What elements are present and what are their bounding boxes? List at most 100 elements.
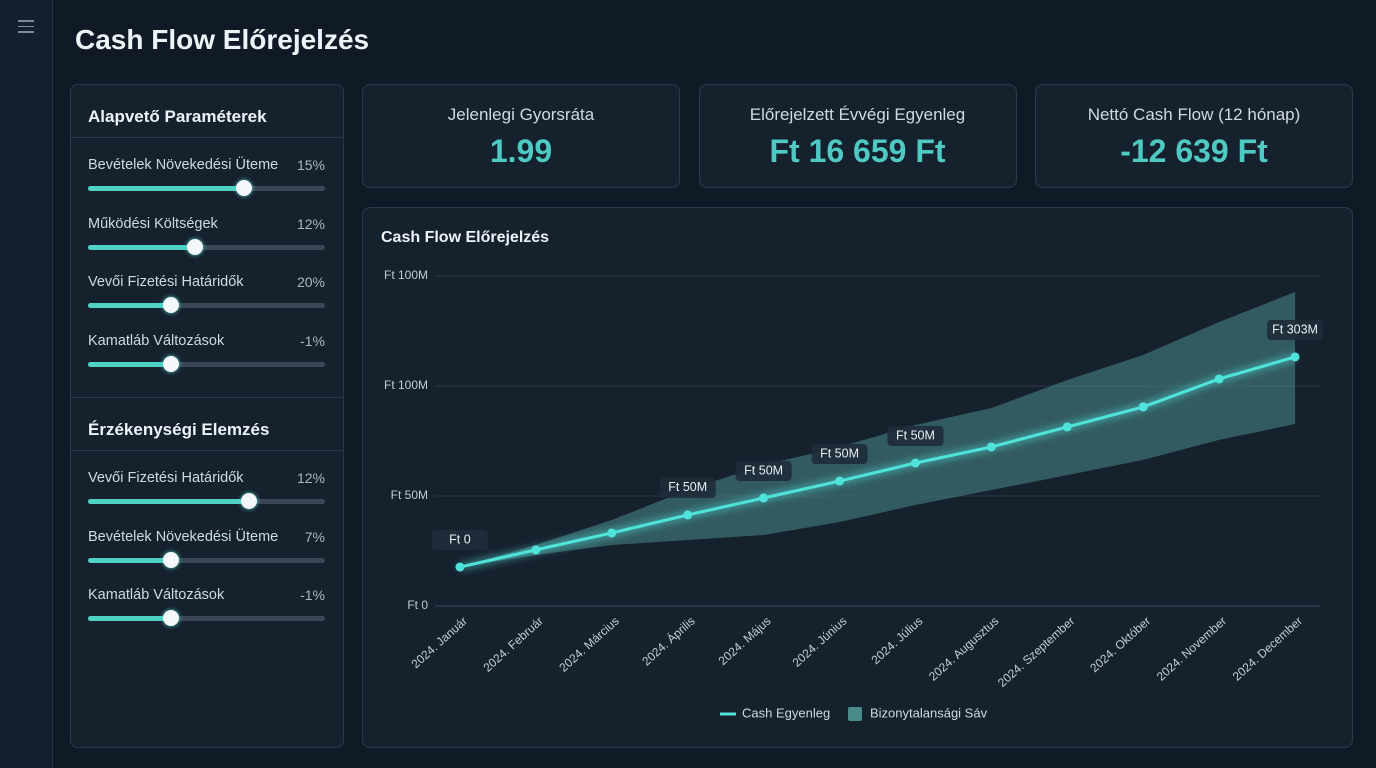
point <box>607 528 617 538</box>
page-title: Cash Flow Előrejelzés <box>75 24 370 55</box>
slider-thumb[interactable] <box>236 180 253 196</box>
divider <box>71 137 343 138</box>
slider-fill <box>88 557 171 563</box>
chart-card: Cash Flow Előrejelzés Ft 0 Ft 50M Ft 100M F… <box>362 207 1353 748</box>
kpi-card: Jelenlegi Gyorsráta 1.99 <box>362 84 680 188</box>
point <box>455 562 465 572</box>
slider-thumb[interactable] <box>162 356 179 373</box>
data-label: Ft 50M <box>735 460 792 481</box>
kpi-label: Előrejelzett Évvégi Egyenleg <box>749 105 966 124</box>
chart-title: Cash Flow Előrejelzés <box>381 229 549 246</box>
slider-label: Bevételek Növekedési Üteme <box>88 528 279 545</box>
x-tick-label: 2024. Július <box>869 614 926 667</box>
data-label-text: Ft 0 <box>449 532 471 546</box>
slider-label: Kamatláb Változások <box>88 333 225 350</box>
slider-thumb[interactable] <box>241 493 258 509</box>
point <box>1062 422 1072 432</box>
menu-button[interactable] <box>18 16 34 37</box>
slider-fill <box>88 499 250 504</box>
point <box>1138 402 1148 412</box>
x-tick-label: 2024. Szeptember <box>995 614 1077 690</box>
y-tick-label: Ft 100M <box>384 268 428 282</box>
line <box>459 355 1296 569</box>
slider-label: Kamatláb Változások <box>88 587 225 604</box>
slider-thumb[interactable] <box>162 610 179 627</box>
kpi-value: 1.99 <box>489 133 553 169</box>
data-label-bg <box>887 426 944 446</box>
data-label-bg <box>431 530 488 551</box>
slider-thumb[interactable] <box>162 551 179 568</box>
data-label: Ft 303M <box>1267 319 1324 340</box>
slider-track <box>88 362 325 368</box>
data-label: Ft 0 <box>431 530 488 551</box>
data-label: Ft 50M <box>887 426 944 446</box>
slider-track <box>88 303 325 309</box>
divider <box>71 450 343 451</box>
data-label: Ft 50M <box>811 444 868 465</box>
point <box>683 510 693 520</box>
slider-value: 15% <box>296 157 325 173</box>
data-label-text: Ft 50M <box>744 463 783 477</box>
x-tick-label: 2024. Május <box>716 614 774 668</box>
slider-track <box>88 616 325 622</box>
slider-value: 20% <box>296 274 325 291</box>
data-label: Ft 50M <box>659 477 716 498</box>
parameters-panel: Alapvető Paraméterek Bevételek Növekedési… <box>70 84 344 748</box>
x-tick-label: 2024. Március <box>556 614 621 675</box>
slider-label: Bevételek Növekedési Üteme <box>88 157 279 173</box>
uncertainty-band <box>459 292 1296 568</box>
data-label-bg <box>735 460 792 481</box>
point <box>1290 352 1300 362</box>
divider <box>71 397 343 398</box>
legend-swatch <box>848 707 862 721</box>
legend-label: Bizonytalansági Sáv <box>870 705 988 720</box>
point <box>759 493 769 503</box>
y-tick-label: Ft 100M <box>384 378 428 392</box>
slider-fill <box>88 244 195 250</box>
legend-label: Cash Egyenleg <box>742 705 830 720</box>
slider-value: -1% <box>300 333 325 350</box>
point <box>835 476 845 486</box>
slider-label: Vevői Fizetési Határidők <box>88 274 244 291</box>
kpi-label: Nettó Cash Flow (12 hónap) <box>1087 105 1301 124</box>
data-label-bg <box>1267 319 1324 340</box>
x-tick-label: 2024. November <box>1154 614 1229 684</box>
section-title: Érzékenységi Elemzés <box>88 420 270 439</box>
slider-thumb[interactable] <box>162 297 179 314</box>
slider-thumb[interactable] <box>186 238 203 255</box>
data-label-bg <box>659 477 716 498</box>
slider-track <box>88 244 325 250</box>
x-tick-label: 2024. Június <box>790 614 850 670</box>
x-tick-label: 2024. Október <box>1087 614 1153 675</box>
kpi-label: Jelenlegi Gyorsráta <box>447 105 595 124</box>
slider-fill <box>88 303 171 309</box>
y-tick-label: Ft 50M <box>391 488 428 502</box>
slider-value: -1% <box>300 587 325 604</box>
slider-label: Működési Költségek <box>88 215 218 232</box>
x-tick-label: 2024. Április <box>639 613 698 668</box>
point <box>1214 374 1224 384</box>
kpi-card: Nettó Cash Flow (12 hónap) -12 639 Ft <box>1035 84 1353 188</box>
slider-track <box>88 557 325 563</box>
slider-label: Vevői Fizetési Határidők <box>88 470 244 486</box>
chart: Cash Flow Előrejelzés Ft 0 Ft 50M Ft 100M F… <box>381 229 1324 721</box>
x-tick-label: 2024. Január <box>409 614 470 671</box>
point <box>910 458 920 468</box>
slider-value: 7% <box>304 528 325 545</box>
x-tick-label: 2024. December <box>1230 614 1305 684</box>
kpi-value: -12 639 Ft <box>1120 133 1268 169</box>
data-label-text: Ft 50M <box>668 480 707 494</box>
data-label-text: Ft 50M <box>820 446 859 460</box>
data-label-bg <box>811 444 868 465</box>
slider-fill <box>88 616 171 622</box>
data-label-text: Ft 303M <box>1272 322 1318 336</box>
y-tick-label: Ft 0 <box>407 598 428 612</box>
data-label-text: Ft 50M <box>896 428 935 442</box>
kpi-value: Ft 16 659 Ft <box>769 133 946 169</box>
sidebar <box>0 0 53 768</box>
x-tick-label: 2024. Augusztus <box>926 614 1001 684</box>
point <box>531 545 541 555</box>
slider-value: 12% <box>296 215 325 232</box>
slider-fill <box>88 362 171 368</box>
